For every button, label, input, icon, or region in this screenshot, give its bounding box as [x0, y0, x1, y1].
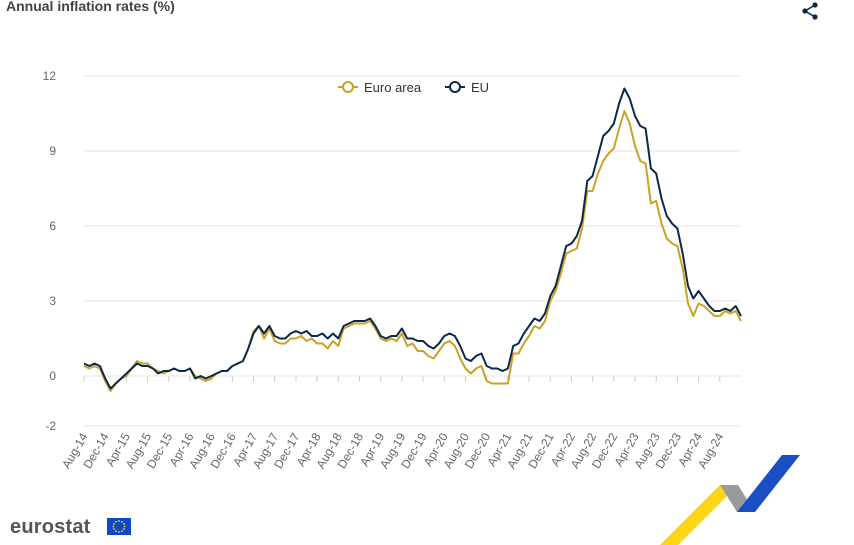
legend-label: EU: [471, 80, 489, 95]
y-tick-label: 0: [49, 369, 56, 383]
y-axis-ticks: -2 0 3 6 9 12: [43, 69, 57, 433]
series-line-eu[interactable]: [83, 87, 742, 390]
gridlines: [84, 75, 741, 427]
legend-label: Euro area: [364, 80, 422, 95]
y-tick-label: 6: [49, 219, 56, 233]
legend-marker: [449, 81, 461, 93]
y-tick-label: 9: [49, 144, 56, 158]
eu-flag-icon: [107, 518, 131, 535]
x-axis-ticks: Aug-14Dec-14Apr-15Aug-15Dec-15Apr-16Aug-…: [59, 376, 727, 471]
share-icon[interactable]: [800, 2, 820, 20]
eurostat-decoration: [660, 455, 800, 545]
y-tick-label: 3: [49, 294, 56, 308]
series-line-euro-area[interactable]: [83, 110, 742, 392]
series-lines: [83, 87, 742, 392]
eurostat-logo: eurostat: [10, 516, 91, 538]
y-tick-label: -2: [45, 419, 56, 433]
legend-item-eu[interactable]: EU: [445, 80, 489, 95]
legend-marker: [342, 81, 354, 93]
chart-title: Annual inflation rates (%): [6, 0, 175, 14]
legend-item-euro-area[interactable]: Euro area: [338, 80, 422, 95]
legend: Euro area EU: [338, 80, 489, 95]
y-tick-label: 12: [43, 69, 57, 83]
